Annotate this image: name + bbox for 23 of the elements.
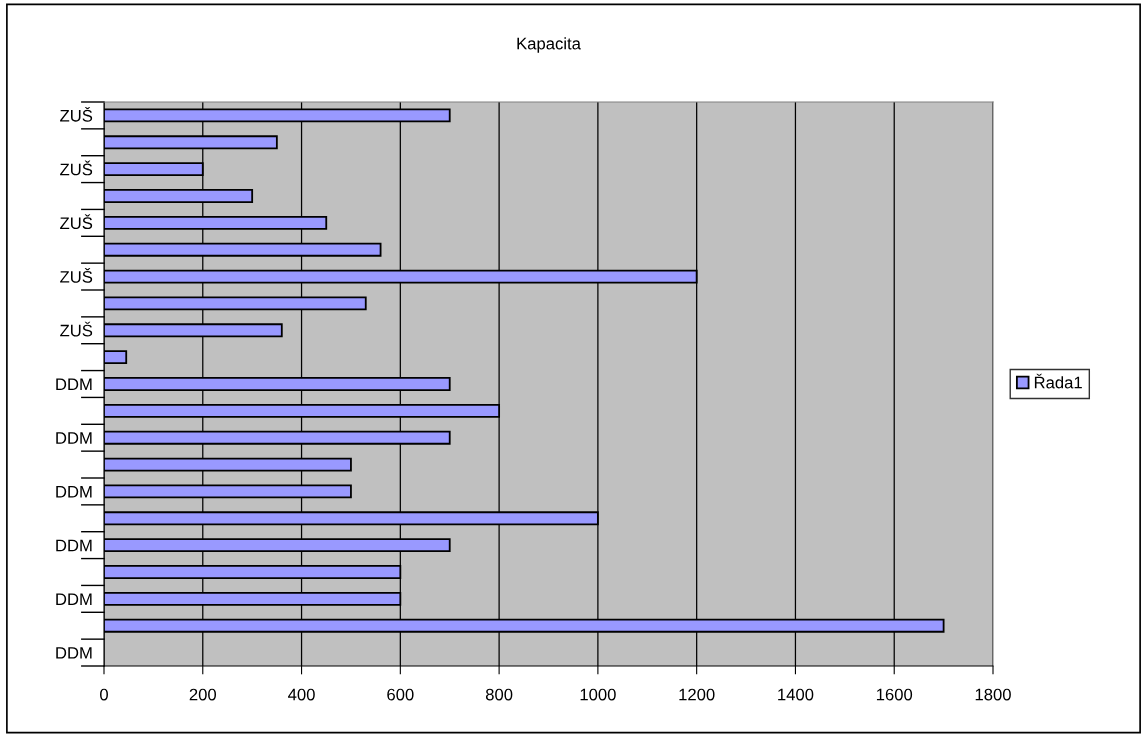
x-tick-label: 800	[485, 688, 513, 701]
x-tick-label: 400	[288, 688, 315, 701]
x-tick-label: 1600	[876, 688, 913, 701]
chart-title: Kapacita	[517, 37, 581, 53]
y-tick-label: DDM	[56, 539, 92, 552]
y-tick-label: ZUŠ	[60, 106, 93, 122]
y-tick-label: DDM	[56, 378, 92, 391]
x-tick-label: 0	[100, 688, 108, 701]
x-tick-label: 1200	[679, 688, 715, 701]
x-tick-label: 200	[189, 688, 217, 701]
x-tick-label: 1000	[580, 688, 616, 701]
x-tick-label: 600	[387, 688, 414, 701]
y-tick-label: ZUŠ	[60, 268, 93, 283]
y-tick-label: ZUŠ	[60, 160, 93, 176]
y-tick-label: DDM	[56, 432, 92, 444]
x-tick-label: 1400	[778, 688, 814, 701]
y-tick-label: DDM	[56, 593, 92, 605]
legend-label: Řada1	[1034, 373, 1082, 389]
y-tick-label: ZUŠ	[60, 214, 93, 230]
x-tick-label: 1800	[975, 688, 1011, 701]
y-tick-label: DDM	[56, 647, 92, 659]
y-tick-label: DDM	[56, 486, 92, 498]
y-tick-label: ZUŠ	[60, 321, 93, 337]
